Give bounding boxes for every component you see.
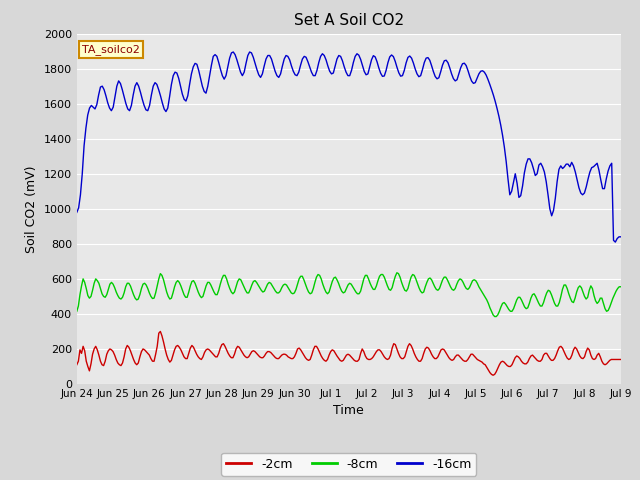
Y-axis label: Soil CO2 (mV): Soil CO2 (mV) [25,165,38,252]
Legend: -2cm, -8cm, -16cm: -2cm, -8cm, -16cm [221,453,476,476]
Text: TA_soilco2: TA_soilco2 [82,44,140,55]
Title: Set A Soil CO2: Set A Soil CO2 [294,13,404,28]
X-axis label: Time: Time [333,405,364,418]
